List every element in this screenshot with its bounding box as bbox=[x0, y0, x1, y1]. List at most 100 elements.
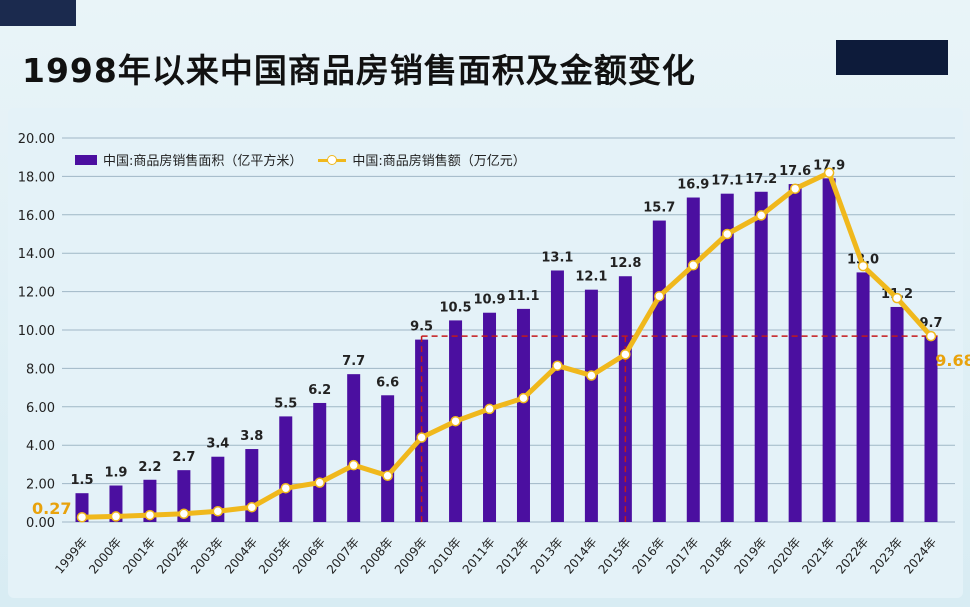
bar-data-label: 17.2 bbox=[745, 172, 777, 187]
bar bbox=[686, 197, 700, 522]
x-tick-label: 2024年 bbox=[901, 535, 939, 577]
x-tick-label: 2002年 bbox=[154, 535, 192, 577]
bar bbox=[890, 306, 904, 522]
x-tick-label: 2003年 bbox=[188, 535, 226, 577]
x-tick-label: 2020年 bbox=[765, 535, 803, 577]
line-point bbox=[280, 482, 292, 494]
bar-data-label: 10.5 bbox=[440, 300, 472, 315]
bar bbox=[856, 272, 870, 522]
x-tick-label: 2021年 bbox=[799, 535, 837, 577]
bar bbox=[381, 395, 395, 522]
x-tick-label: 2000年 bbox=[86, 535, 124, 577]
bar bbox=[720, 193, 734, 522]
bar-data-label: 16.9 bbox=[677, 178, 709, 193]
line-point bbox=[925, 330, 937, 342]
line-point bbox=[348, 459, 359, 471]
legend-line-label: 中国:商品房销售额（万亿元） bbox=[352, 154, 526, 169]
header-box bbox=[836, 40, 948, 75]
y-tick-label: 8.00 bbox=[26, 362, 55, 377]
bar-data-label: 12.8 bbox=[609, 256, 641, 271]
annotation-last-value: 9.68 bbox=[935, 351, 970, 370]
line-point bbox=[755, 210, 767, 221]
legend-bar-swatch bbox=[75, 154, 97, 165]
bar bbox=[347, 374, 361, 522]
bar bbox=[754, 191, 768, 522]
x-tick-label: 2001年 bbox=[120, 535, 158, 577]
bar-data-label: 3.8 bbox=[240, 429, 263, 444]
bar-data-label: 6.6 bbox=[376, 375, 399, 390]
bar-data-label: 11.1 bbox=[507, 289, 539, 304]
line-point bbox=[789, 183, 801, 194]
x-tick-label: 2005年 bbox=[256, 535, 294, 577]
y-tick-label: 4.00 bbox=[26, 439, 55, 454]
line-point bbox=[654, 290, 665, 302]
y-tick-label: 0.00 bbox=[26, 516, 55, 531]
bar bbox=[483, 312, 497, 522]
bar-data-label: 2.7 bbox=[172, 450, 195, 465]
bar-data-label: 6.2 bbox=[308, 383, 331, 398]
bar-data-label: 9.5 bbox=[410, 320, 433, 335]
annotation-first-value: 0.27 bbox=[32, 499, 71, 518]
line-point bbox=[721, 228, 733, 240]
bar bbox=[550, 270, 564, 522]
bar bbox=[211, 456, 225, 522]
x-tick-label: 2010年 bbox=[426, 535, 464, 577]
bar bbox=[788, 184, 802, 522]
bar-data-label: 17.6 bbox=[779, 164, 811, 179]
bar-data-label: 3.4 bbox=[206, 437, 229, 452]
x-tick-label: 2017年 bbox=[664, 535, 702, 577]
line-point bbox=[688, 260, 699, 271]
x-tick-label: 2008年 bbox=[358, 535, 396, 577]
x-tick-label: 2014年 bbox=[562, 535, 600, 577]
bar-data-label: 7.7 bbox=[342, 354, 365, 369]
line-point bbox=[382, 470, 393, 481]
line-point bbox=[518, 392, 529, 404]
bar bbox=[313, 402, 327, 522]
line-point bbox=[891, 292, 903, 304]
line-point bbox=[484, 403, 495, 415]
x-tick-label: 2012年 bbox=[494, 535, 532, 577]
bar bbox=[822, 178, 836, 522]
bar bbox=[516, 308, 530, 522]
y-tick-label: 6.00 bbox=[26, 401, 55, 416]
y-tick-label: 2.00 bbox=[26, 478, 55, 493]
x-tick-label: 2011年 bbox=[460, 535, 498, 577]
bar-data-label: 5.5 bbox=[274, 396, 297, 411]
line-point bbox=[450, 415, 461, 427]
y-tick-label: 16.00 bbox=[18, 209, 55, 224]
x-tick-label: 2018年 bbox=[697, 535, 735, 577]
line-point bbox=[76, 511, 88, 523]
line-point bbox=[144, 509, 156, 521]
bar-data-label: 10.9 bbox=[473, 293, 505, 308]
bar-data-label: 15.7 bbox=[643, 201, 675, 216]
line-point bbox=[552, 360, 563, 371]
bar bbox=[279, 416, 293, 522]
x-tick-label: 2019年 bbox=[731, 535, 769, 577]
line-point bbox=[178, 508, 190, 519]
line-series bbox=[81, 170, 933, 520]
bar bbox=[924, 335, 938, 522]
line-point bbox=[314, 477, 325, 488]
bar-data-label: 2.2 bbox=[138, 460, 161, 475]
x-tick-label: 2015年 bbox=[596, 535, 634, 577]
legend-line-swatch bbox=[318, 154, 347, 165]
y-tick-label: 20.00 bbox=[18, 132, 55, 147]
x-tick-label: 2023年 bbox=[867, 535, 905, 577]
bar-data-label: 17.9 bbox=[813, 158, 845, 173]
legend-bar-label: 中国:商品房销售面积（亿平方米） bbox=[103, 154, 303, 169]
bar bbox=[177, 470, 191, 522]
line-point bbox=[823, 167, 835, 179]
bar-data-label: 12.1 bbox=[575, 270, 607, 285]
x-tick-label: 2004年 bbox=[222, 535, 260, 577]
x-tick-label: 2006年 bbox=[290, 535, 328, 577]
line-point bbox=[212, 505, 224, 517]
line-point bbox=[857, 260, 869, 272]
y-tick-label: 10.00 bbox=[18, 324, 55, 339]
x-tick-label: 2009年 bbox=[392, 535, 430, 577]
chart-title: 1998年以来中国商品房销售面积及金额变化 bbox=[22, 51, 696, 90]
x-tick-label: 2022年 bbox=[833, 535, 871, 577]
y-tick-label: 14.00 bbox=[18, 247, 55, 262]
line-point bbox=[586, 370, 597, 381]
line-point bbox=[110, 511, 122, 522]
